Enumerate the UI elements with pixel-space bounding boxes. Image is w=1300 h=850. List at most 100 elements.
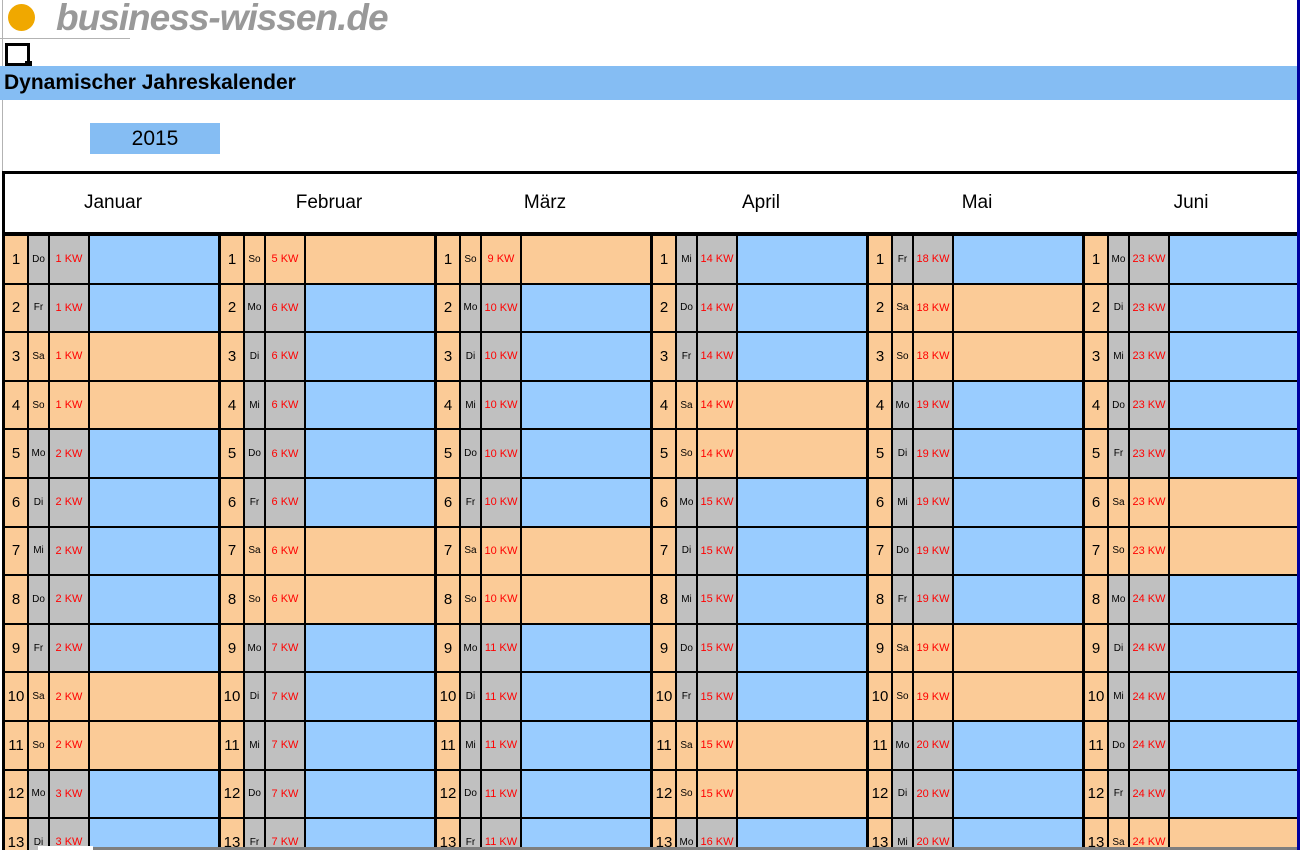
day-note-cell[interactable] xyxy=(1170,478,1297,526)
day-note-cell[interactable] xyxy=(90,333,218,380)
day-note-cell[interactable] xyxy=(1170,284,1297,332)
day-note-cell[interactable] xyxy=(738,333,866,380)
day-note-cell[interactable] xyxy=(90,576,218,623)
day-note-cell[interactable] xyxy=(738,527,866,575)
day-note-cell[interactable] xyxy=(1170,819,1297,850)
day-note-cell[interactable] xyxy=(1170,527,1297,575)
day-note-cell[interactable] xyxy=(306,430,434,477)
day-note-cell[interactable] xyxy=(738,819,866,850)
day-number-cell: 3 xyxy=(5,333,29,380)
day-note-cell[interactable] xyxy=(90,770,218,818)
day-note-cell[interactable] xyxy=(90,673,218,720)
day-note-cell[interactable] xyxy=(954,770,1082,818)
day-note-cell[interactable] xyxy=(738,770,866,818)
day-note-cell[interactable] xyxy=(954,624,1082,672)
day-note-cell[interactable] xyxy=(738,624,866,672)
day-note-cell[interactable] xyxy=(522,333,650,380)
day-note-cell[interactable] xyxy=(522,381,650,429)
day-row: 8 Fr 19 KW xyxy=(869,576,1082,625)
day-note-cell[interactable] xyxy=(90,721,218,769)
day-row: 2 Mo 10 KW xyxy=(437,284,650,334)
day-note-cell[interactable] xyxy=(954,333,1082,380)
day-note-cell[interactable] xyxy=(738,381,866,429)
weekday-cell: Fr xyxy=(1109,430,1130,477)
day-note-cell[interactable] xyxy=(522,527,650,575)
day-note-cell[interactable] xyxy=(954,527,1082,575)
day-note-cell[interactable] xyxy=(522,770,650,818)
day-note-cell[interactable] xyxy=(306,624,434,672)
day-note-cell[interactable] xyxy=(954,576,1082,623)
day-note-cell[interactable] xyxy=(738,478,866,526)
weekday-cell: Do xyxy=(677,624,698,672)
day-note-cell[interactable] xyxy=(1170,381,1297,429)
day-row: 9 Mo 11 KW xyxy=(437,624,650,674)
day-note-cell[interactable] xyxy=(738,576,866,623)
day-note-cell[interactable] xyxy=(522,236,650,283)
day-note-cell[interactable] xyxy=(1170,673,1297,720)
day-note-cell[interactable] xyxy=(954,381,1082,429)
day-note-cell[interactable] xyxy=(522,430,650,477)
day-note-cell[interactable] xyxy=(522,576,650,623)
day-note-cell[interactable] xyxy=(90,527,218,575)
week-number-cell: 19 KW xyxy=(914,576,954,623)
day-note-cell[interactable] xyxy=(522,819,650,850)
day-note-cell[interactable] xyxy=(738,284,866,332)
week-number-cell: 5 KW xyxy=(266,236,306,283)
day-note-cell[interactable] xyxy=(522,478,650,526)
day-note-cell[interactable] xyxy=(954,819,1082,850)
weekday-cell: Sa xyxy=(245,527,266,575)
day-note-cell[interactable] xyxy=(306,819,434,850)
year-cell[interactable]: 2015 xyxy=(90,123,220,154)
day-note-cell[interactable] xyxy=(522,624,650,672)
day-note-cell[interactable] xyxy=(90,284,218,332)
day-row: 2 Mo 6 KW xyxy=(221,284,434,334)
day-note-cell[interactable] xyxy=(738,430,866,477)
day-note-cell[interactable] xyxy=(954,478,1082,526)
week-number-cell: 19 KW xyxy=(914,673,954,720)
week-number-cell: 20 KW xyxy=(914,721,954,769)
day-note-cell[interactable] xyxy=(306,527,434,575)
day-number-cell: 13 xyxy=(1085,819,1109,850)
day-note-cell[interactable] xyxy=(1170,576,1297,623)
day-note-cell[interactable] xyxy=(90,430,218,477)
day-note-cell[interactable] xyxy=(954,721,1082,769)
day-note-cell[interactable] xyxy=(306,673,434,720)
day-note-cell[interactable] xyxy=(306,721,434,769)
day-note-cell[interactable] xyxy=(90,236,218,283)
day-note-cell[interactable] xyxy=(738,721,866,769)
day-note-cell[interactable] xyxy=(306,284,434,332)
day-note-cell[interactable] xyxy=(954,236,1082,283)
day-note-cell[interactable] xyxy=(954,673,1082,720)
day-row: 12 Fr 24 KW xyxy=(1085,770,1297,820)
day-note-cell[interactable] xyxy=(306,576,434,623)
day-note-cell[interactable] xyxy=(738,673,866,720)
day-note-cell[interactable] xyxy=(522,284,650,332)
day-note-cell[interactable] xyxy=(306,236,434,283)
day-note-cell[interactable] xyxy=(306,770,434,818)
day-note-cell[interactable] xyxy=(1170,333,1297,380)
day-note-cell[interactable] xyxy=(90,381,218,429)
day-note-cell[interactable] xyxy=(1170,721,1297,769)
day-note-cell[interactable] xyxy=(306,381,434,429)
day-note-cell[interactable] xyxy=(1170,236,1297,283)
day-note-cell[interactable] xyxy=(306,333,434,380)
weekday-cell: Di xyxy=(245,333,266,380)
week-number-cell: 24 KW xyxy=(1130,770,1170,818)
day-number-cell: 7 xyxy=(653,527,677,575)
weekday-cell: Di xyxy=(29,478,50,526)
day-note-cell[interactable] xyxy=(1170,624,1297,672)
day-note-cell[interactable] xyxy=(1170,430,1297,477)
day-note-cell[interactable] xyxy=(522,721,650,769)
day-note-cell[interactable] xyxy=(954,430,1082,477)
day-row: 3 Fr 14 KW xyxy=(653,333,866,382)
week-number-cell: 18 KW xyxy=(914,284,954,332)
day-note-cell[interactable] xyxy=(90,819,218,850)
day-note-cell[interactable] xyxy=(1170,770,1297,818)
day-note-cell[interactable] xyxy=(90,478,218,526)
day-note-cell[interactable] xyxy=(738,236,866,283)
day-note-cell[interactable] xyxy=(90,624,218,672)
day-note-cell[interactable] xyxy=(306,478,434,526)
day-note-cell[interactable] xyxy=(954,284,1082,332)
day-row: 8 Do 2 KW xyxy=(5,576,218,625)
day-note-cell[interactable] xyxy=(522,673,650,720)
